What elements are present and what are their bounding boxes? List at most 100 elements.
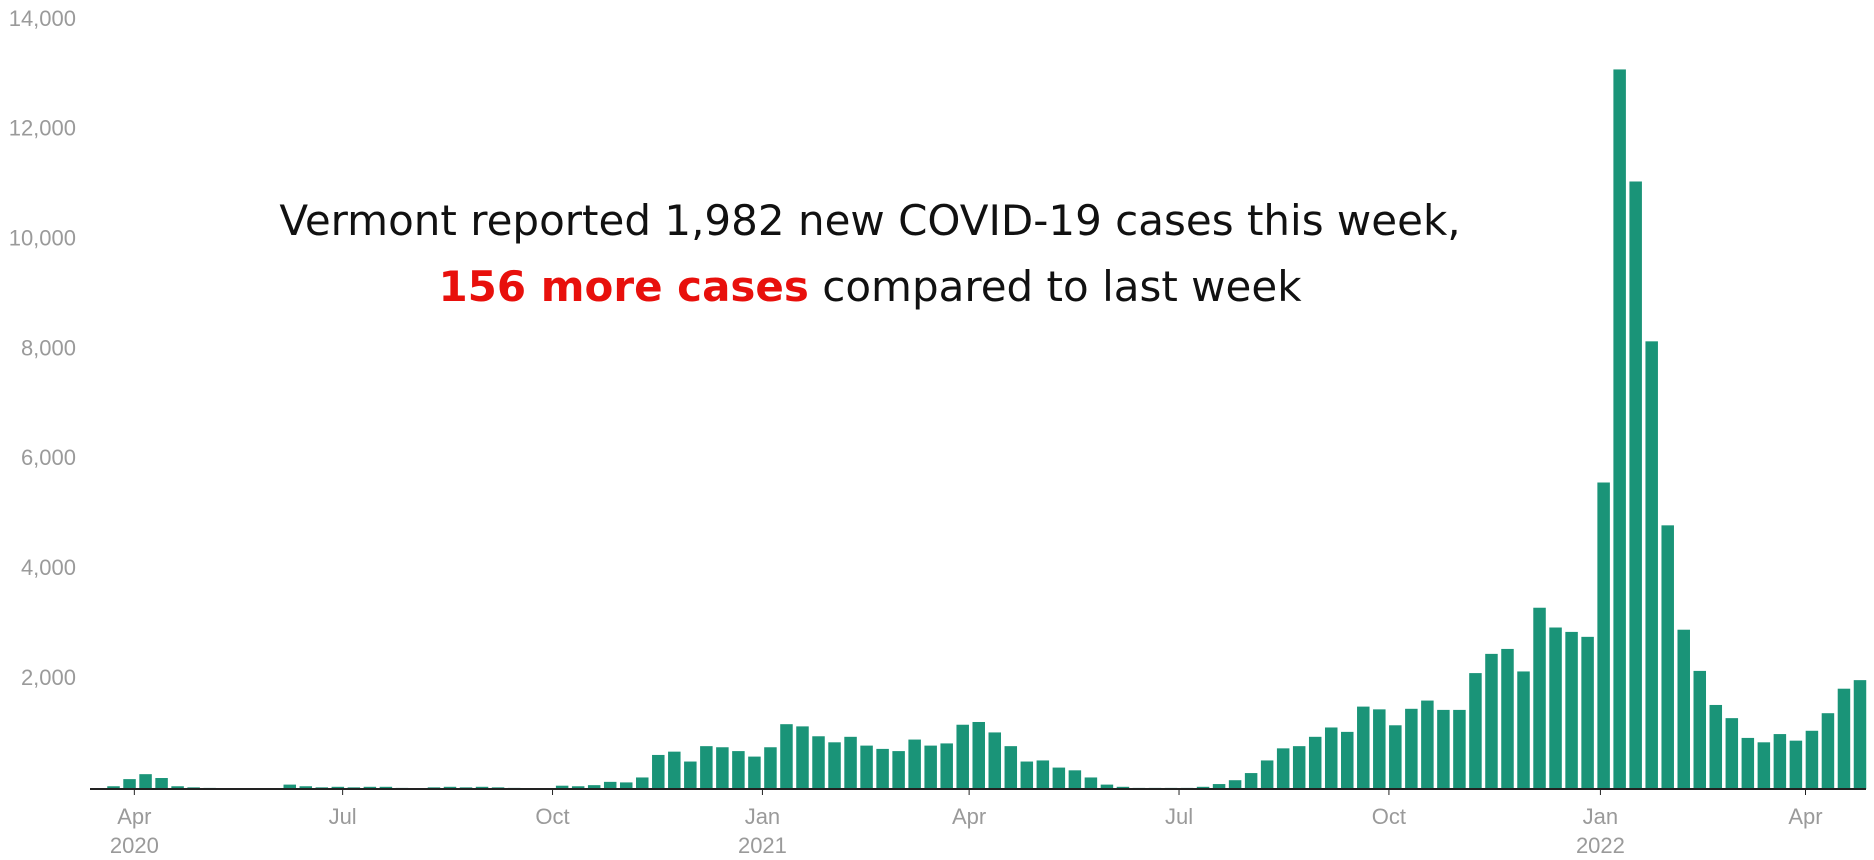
annotation-line: Vermont reported 1,982 new COVID-19 case… bbox=[279, 196, 1461, 245]
bar bbox=[1052, 767, 1066, 789]
bar bbox=[1485, 653, 1498, 789]
bar bbox=[1565, 631, 1578, 789]
bar bbox=[956, 724, 969, 789]
bar bbox=[1020, 761, 1034, 789]
bar bbox=[860, 745, 873, 789]
bar bbox=[1693, 670, 1707, 789]
bar bbox=[652, 754, 665, 789]
bar bbox=[812, 736, 825, 789]
bar bbox=[892, 751, 905, 789]
bar bbox=[1661, 525, 1674, 789]
bar bbox=[1629, 181, 1642, 790]
bar bbox=[619, 782, 633, 789]
bar bbox=[1100, 784, 1114, 789]
bar bbox=[732, 751, 745, 789]
bar bbox=[1196, 786, 1210, 789]
bar bbox=[571, 786, 585, 789]
y-tick-label: 2,000 bbox=[21, 665, 76, 690]
bar bbox=[331, 786, 345, 789]
annotation-line: 156 more cases compared to last week bbox=[0, 254, 1740, 320]
bar bbox=[1228, 780, 1242, 789]
x-tick-label: Jan bbox=[745, 804, 780, 829]
bar bbox=[1645, 341, 1658, 789]
y-tick-label: 6,000 bbox=[21, 445, 76, 470]
bar bbox=[668, 751, 681, 789]
y-tick-label: 8,000 bbox=[21, 335, 76, 360]
bar bbox=[1469, 673, 1482, 789]
bar bbox=[924, 745, 937, 789]
bar bbox=[1757, 742, 1771, 789]
y-tick-label: 10,000 bbox=[9, 226, 76, 251]
bar bbox=[1581, 636, 1594, 789]
bar bbox=[155, 778, 168, 789]
annotation-text: compared to last week bbox=[822, 262, 1302, 311]
bar bbox=[844, 736, 857, 789]
bar bbox=[1292, 746, 1306, 789]
bar bbox=[748, 756, 761, 789]
bar bbox=[780, 724, 793, 789]
bar bbox=[1597, 482, 1610, 789]
bar bbox=[1212, 784, 1226, 789]
bar bbox=[1004, 746, 1018, 789]
bar bbox=[1421, 700, 1434, 789]
bar bbox=[908, 739, 921, 789]
bar bbox=[1068, 770, 1082, 789]
bar bbox=[828, 742, 841, 789]
bar bbox=[1709, 704, 1723, 789]
x-tick-year: 2022 bbox=[1576, 833, 1625, 858]
bar bbox=[1341, 731, 1354, 789]
bar bbox=[299, 786, 313, 789]
x-tick-label: Apr bbox=[952, 804, 986, 829]
bar bbox=[1405, 708, 1418, 789]
bar bbox=[443, 786, 457, 789]
bar bbox=[123, 779, 136, 789]
bar bbox=[1773, 734, 1787, 789]
annotation: Vermont reported 1,982 new COVID-19 case… bbox=[0, 188, 1740, 320]
bar bbox=[1324, 727, 1338, 789]
y-tick-label: 12,000 bbox=[9, 116, 76, 141]
bar bbox=[1244, 773, 1258, 789]
bar bbox=[1549, 627, 1562, 789]
bar bbox=[587, 785, 601, 789]
bar bbox=[379, 786, 393, 789]
bar bbox=[1276, 748, 1290, 789]
bar bbox=[1501, 648, 1514, 789]
bar bbox=[1613, 69, 1626, 789]
bar bbox=[1725, 718, 1739, 789]
x-tick-label: Jul bbox=[329, 804, 357, 829]
bar bbox=[1084, 777, 1098, 789]
bar bbox=[363, 786, 377, 789]
x-tick-label: Oct bbox=[535, 804, 569, 829]
x-tick-label: Apr bbox=[117, 804, 151, 829]
bar bbox=[555, 785, 569, 789]
bar bbox=[1389, 725, 1402, 789]
bar bbox=[1533, 607, 1546, 789]
bar bbox=[1116, 786, 1130, 789]
x-tick-label: Oct bbox=[1372, 804, 1406, 829]
x-tick-label: Jul bbox=[1165, 804, 1193, 829]
x-tick-label: Apr bbox=[1788, 804, 1822, 829]
bar bbox=[876, 748, 889, 789]
bar bbox=[1741, 737, 1755, 789]
bar bbox=[684, 761, 697, 789]
bar bbox=[1357, 706, 1370, 789]
bar bbox=[1453, 709, 1466, 789]
bar bbox=[796, 726, 809, 789]
bar bbox=[603, 781, 617, 789]
bar bbox=[716, 747, 729, 789]
bar bbox=[1677, 629, 1690, 789]
y-tick-label: 4,000 bbox=[21, 555, 76, 580]
x-tick-label: Jan bbox=[1583, 804, 1618, 829]
bar bbox=[764, 747, 777, 789]
bar bbox=[283, 784, 297, 789]
annotation-highlight: 156 more cases bbox=[438, 262, 809, 311]
y-tick-label: 14,000 bbox=[9, 6, 76, 31]
bar bbox=[1260, 760, 1274, 789]
bar bbox=[1036, 760, 1050, 789]
bar bbox=[1789, 740, 1803, 789]
bar bbox=[139, 774, 152, 789]
bar bbox=[700, 746, 713, 789]
bar bbox=[1853, 680, 1867, 789]
